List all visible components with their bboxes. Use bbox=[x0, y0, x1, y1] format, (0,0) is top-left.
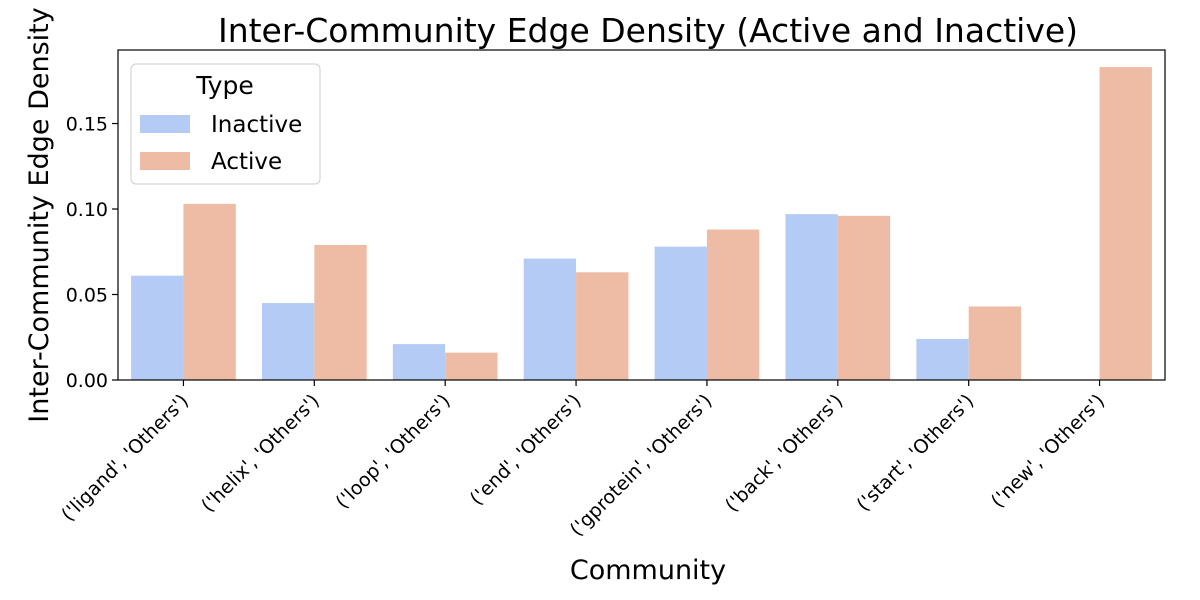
x-tick-label: ('loop', 'Others') bbox=[332, 390, 455, 513]
bar-active-6 bbox=[968, 306, 1022, 380]
legend: Type Inactive Active bbox=[130, 63, 321, 185]
x-tick-label: ('new', 'Others') bbox=[987, 390, 1109, 512]
bar-inactive-4 bbox=[654, 246, 707, 380]
bar-inactive-2 bbox=[392, 344, 446, 380]
bar-active-3 bbox=[576, 272, 629, 380]
x-tick-label: ('end', 'Others') bbox=[466, 390, 586, 510]
legend-label-active: Active bbox=[211, 149, 282, 175]
y-axis-label: Inter-Community Edge Density bbox=[24, 7, 55, 422]
legend-swatch-inactive bbox=[140, 115, 190, 133]
bar-inactive-6 bbox=[916, 338, 969, 380]
bar-active-5 bbox=[837, 215, 891, 380]
bar-active-7 bbox=[1099, 67, 1152, 380]
bar-active-1 bbox=[314, 244, 367, 380]
bar-inactive-3 bbox=[523, 258, 577, 380]
x-tick-label: ('ligand', 'Others') bbox=[57, 390, 193, 526]
x-tick-label: ('back', 'Others') bbox=[721, 390, 847, 516]
bar-active-0 bbox=[183, 203, 236, 380]
y-tick-label: 0.10 bbox=[66, 199, 108, 221]
legend-title: Type bbox=[195, 71, 253, 100]
bars-group bbox=[131, 67, 1152, 380]
x-tick-label: ('helix', 'Others') bbox=[197, 390, 324, 517]
y-tick-label: 0.15 bbox=[66, 114, 108, 136]
bar-inactive-0 bbox=[131, 275, 184, 380]
bar-active-4 bbox=[706, 229, 760, 380]
bar-inactive-1 bbox=[261, 303, 315, 380]
y-tick-label: 0.00 bbox=[66, 370, 108, 392]
x-tick-label: ('gprotein', 'Others') bbox=[566, 390, 717, 541]
legend-swatch-active bbox=[140, 152, 190, 170]
legend-label-inactive: Inactive bbox=[211, 112, 302, 138]
bar-inactive-5 bbox=[785, 214, 838, 380]
y-tick-label: 0.05 bbox=[66, 285, 108, 307]
x-tick-label: ('start', 'Others') bbox=[852, 390, 978, 516]
x-axis: ('ligand', 'Others') ('helix', 'Others')(… bbox=[57, 380, 1109, 541]
chart-title: Inter-Community Edge Density (Active and… bbox=[218, 11, 1078, 50]
plot-frame bbox=[117, 49, 1166, 381]
bar-active-2 bbox=[445, 352, 498, 380]
x-axis-label: Community bbox=[570, 555, 726, 586]
y-axis: 0.00 0.05 0.10 0.15 bbox=[66, 114, 118, 392]
